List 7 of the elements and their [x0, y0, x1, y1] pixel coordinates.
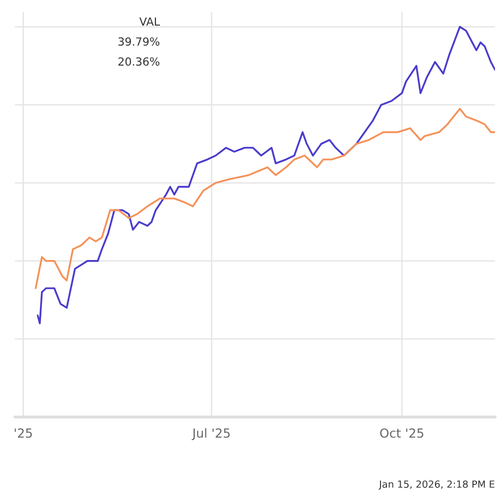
text: Jan 15, 2026, 2:18 PM E: [378, 480, 494, 490]
x-tick-label: '25: [14, 428, 32, 438]
text: VAL: [139, 17, 160, 26]
annotation: 39.79%: [118, 37, 160, 46]
x-tick-label: Oct '25: [380, 428, 424, 438]
x-tick-label: Jul '25: [192, 428, 230, 440]
annotation: 20.36%: [118, 57, 160, 66]
